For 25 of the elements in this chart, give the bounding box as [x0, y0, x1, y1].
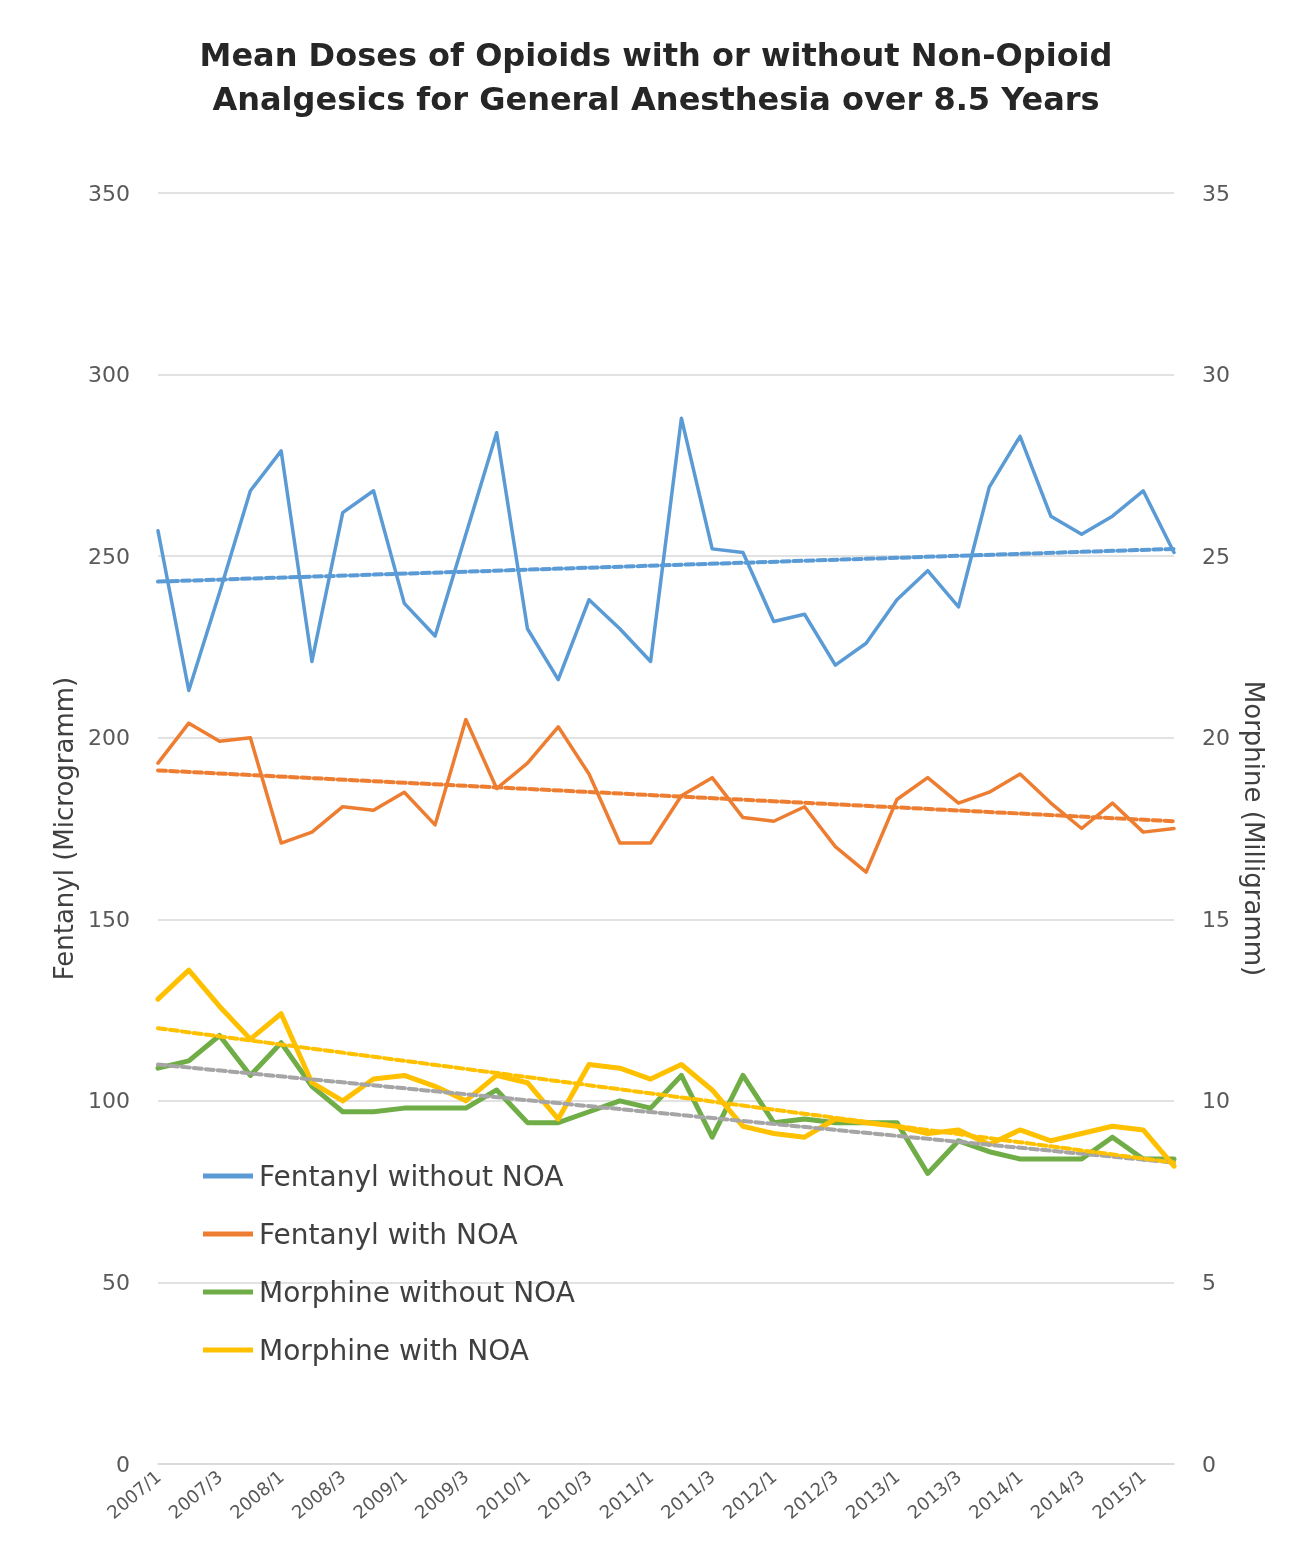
- legend-label: Morphine with NOA: [259, 1333, 529, 1367]
- line-series: [156, 416, 1176, 693]
- line-series: [156, 717, 1176, 874]
- y-tick-label: 350: [88, 180, 130, 206]
- y2-tick-label: 5: [1202, 1269, 1216, 1295]
- y-tick-label: 150: [88, 906, 130, 932]
- y2-tick-label: 0: [1202, 1451, 1216, 1477]
- y-tick-label: 300: [88, 362, 130, 388]
- legend-label: Morphine without NOA: [259, 1275, 575, 1309]
- y-tick-label: 50: [102, 1269, 130, 1295]
- y-tick-label: 200: [88, 725, 130, 751]
- y2-tick-label: 15: [1202, 906, 1230, 932]
- y2-tick-label: 20: [1202, 725, 1230, 751]
- y-tick-label: 100: [88, 1088, 130, 1114]
- y-tick-label: 250: [88, 543, 130, 569]
- legend-label: Fentanyl with NOA: [259, 1217, 518, 1251]
- y-tick-label: 0: [116, 1451, 130, 1477]
- y2-axis-title: Morphine (Milligramm): [1238, 680, 1269, 977]
- y2-tick-label: 35: [1202, 180, 1230, 206]
- y2-tick-label: 30: [1202, 362, 1230, 388]
- legend-label: Fentanyl without NOA: [259, 1159, 564, 1193]
- y2-tick-label: 25: [1202, 543, 1230, 569]
- y2-tick-label: 10: [1202, 1088, 1230, 1114]
- y-axis-title: Fentanyl (Microgramm): [49, 676, 80, 981]
- chart-title: Mean Doses of Opioids with or without Non-Opioid Analgesics for General Anesthesia over 8.5 Years: [199, 36, 1113, 118]
